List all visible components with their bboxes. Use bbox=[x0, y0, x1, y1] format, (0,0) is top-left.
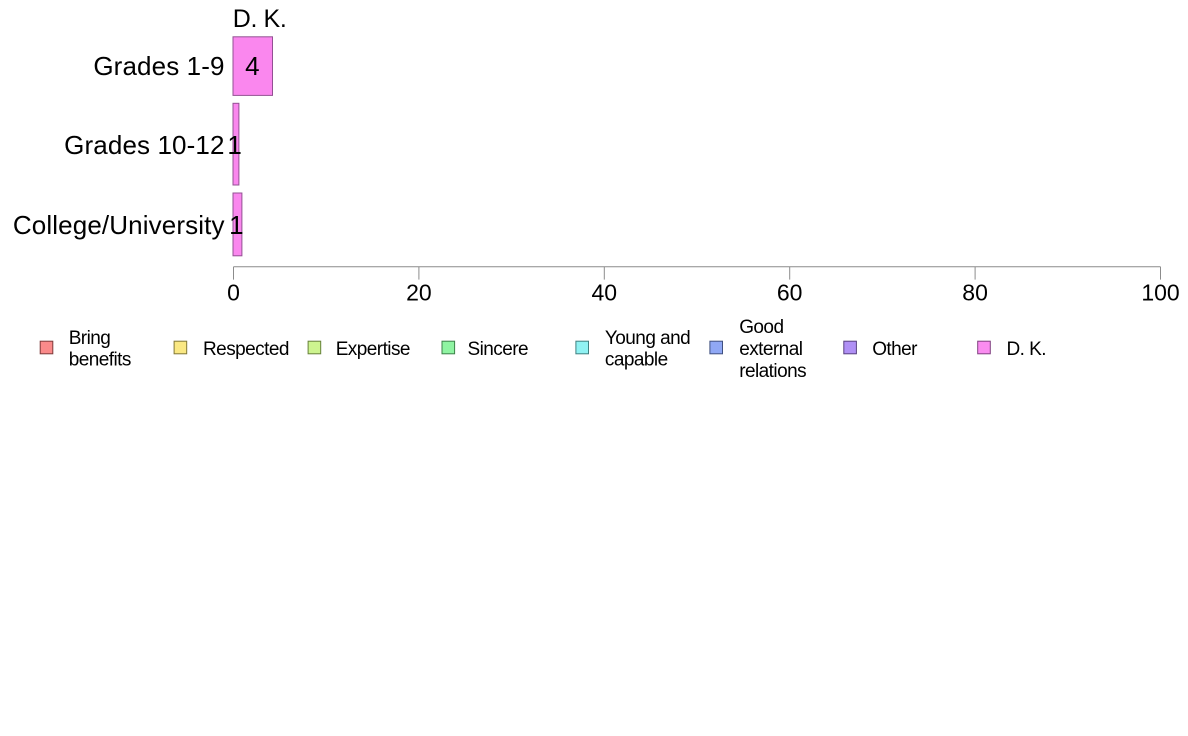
svg-text:Young and: Young and bbox=[605, 328, 690, 349]
svg-text:60: 60 bbox=[777, 280, 803, 306]
svg-text:0: 0 bbox=[227, 280, 240, 306]
svg-text:80: 80 bbox=[962, 280, 988, 306]
svg-text:capable: capable bbox=[605, 350, 668, 371]
svg-text:1: 1 bbox=[229, 210, 243, 240]
svg-text:D. K.: D. K. bbox=[233, 5, 287, 33]
svg-text:Sincere: Sincere bbox=[468, 339, 529, 360]
svg-text:relations: relations bbox=[739, 361, 806, 382]
svg-text:Bring: Bring bbox=[69, 328, 111, 349]
svg-text:Expertise: Expertise bbox=[336, 339, 410, 360]
svg-text:Respected: Respected bbox=[203, 339, 289, 360]
svg-text:4: 4 bbox=[245, 51, 259, 81]
svg-text:Good: Good bbox=[739, 317, 783, 338]
svg-text:benefits: benefits bbox=[69, 350, 131, 371]
svg-text:D. K.: D. K. bbox=[1007, 339, 1046, 360]
svg-text:Grades 10-12: Grades 10-12 bbox=[64, 130, 224, 160]
svg-text:20: 20 bbox=[406, 280, 432, 306]
svg-text:100: 100 bbox=[1141, 280, 1179, 306]
svg-text:College/University: College/University bbox=[13, 210, 225, 240]
svg-text:Grades 1-9: Grades 1-9 bbox=[93, 51, 224, 81]
svg-text:1: 1 bbox=[227, 130, 241, 160]
svg-text:40: 40 bbox=[592, 280, 618, 306]
svg-text:Other: Other bbox=[872, 339, 918, 360]
svg-text:external: external bbox=[739, 339, 802, 360]
